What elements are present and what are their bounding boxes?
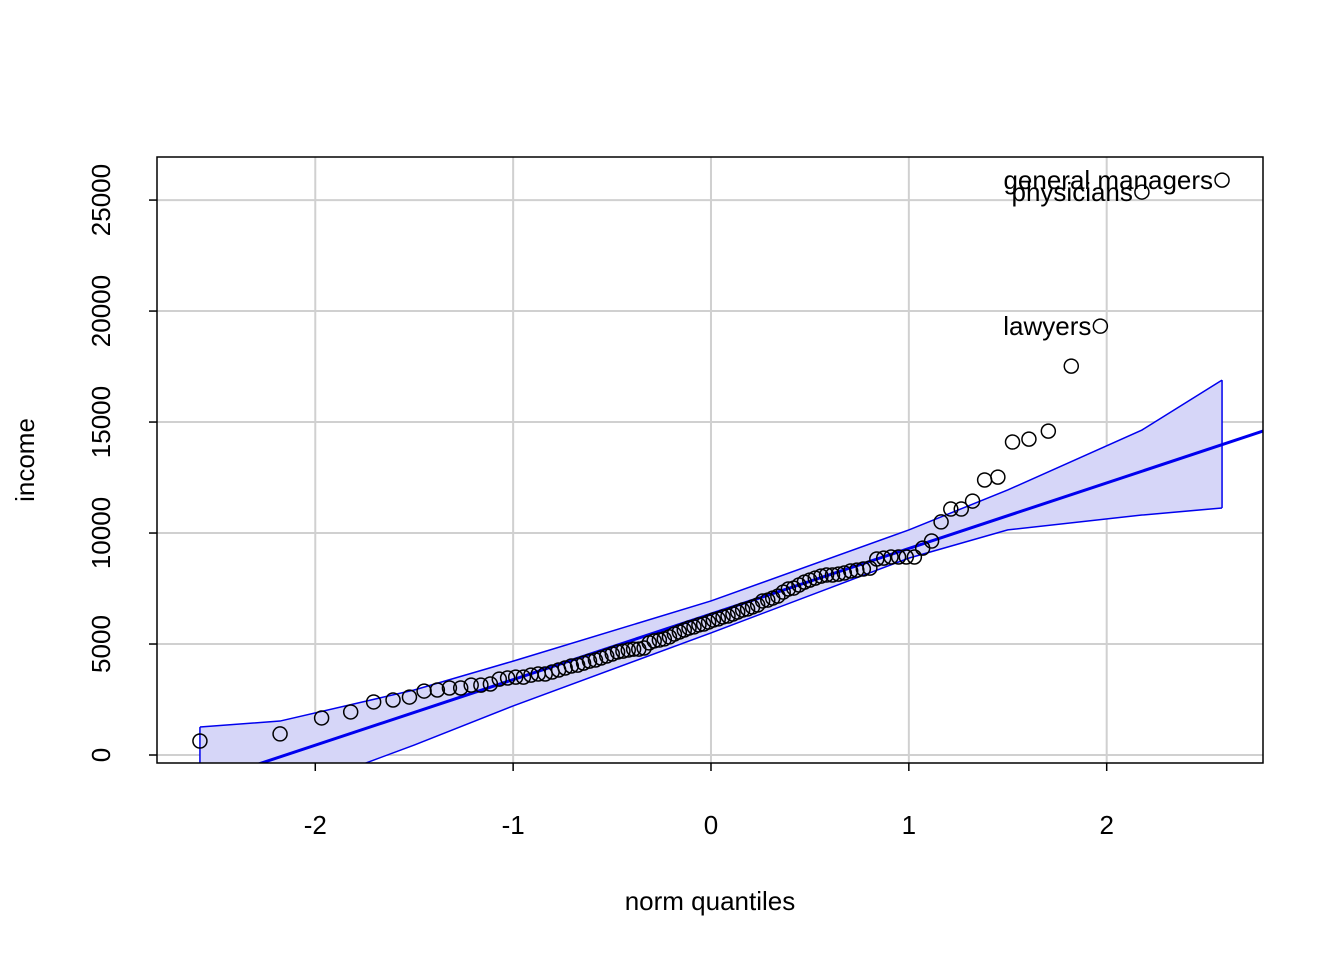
band-lower (363, 507, 1223, 763)
point (452, 680, 469, 696)
point (342, 704, 359, 720)
y-tick-label: 25000 (86, 164, 116, 236)
point (754, 593, 771, 609)
point (855, 561, 872, 577)
point (770, 588, 786, 604)
point (749, 597, 766, 613)
point (923, 533, 940, 549)
x-tick-label: 2 (1099, 810, 1113, 840)
x-tick-label: -1 (502, 810, 525, 840)
point (906, 549, 923, 565)
x-tick-label: 0 (704, 810, 718, 840)
x-axis-label: norm quantiles (625, 886, 796, 916)
point (1040, 423, 1057, 439)
point (515, 669, 532, 685)
point (1063, 358, 1080, 374)
point (581, 653, 598, 669)
y-tick-label: 0 (86, 748, 116, 762)
point (563, 658, 580, 674)
point (824, 567, 841, 583)
point (715, 609, 731, 625)
point (1004, 434, 1021, 450)
point (401, 689, 418, 705)
point (818, 567, 835, 583)
x-tick-label: 1 (902, 810, 916, 840)
point (943, 501, 959, 517)
point (507, 669, 524, 685)
point (990, 469, 1006, 485)
point (780, 581, 797, 597)
point (836, 565, 853, 581)
point (441, 680, 458, 696)
point-label: general managers (1003, 165, 1213, 195)
point (429, 682, 446, 698)
point (964, 493, 981, 509)
y-tick-label: 10000 (86, 497, 116, 569)
point (842, 563, 859, 579)
point (272, 726, 288, 742)
point-label: physicians (1012, 177, 1133, 207)
band-upper (199, 379, 1223, 728)
point (1134, 184, 1150, 200)
confidence-band (199, 380, 1223, 763)
point (890, 549, 907, 565)
point (482, 676, 499, 692)
point (625, 641, 642, 657)
point (192, 733, 208, 749)
point (933, 514, 949, 530)
point (557, 660, 573, 676)
y-tick-label: 5000 (86, 615, 116, 673)
plot-area (157, 157, 1263, 763)
point (385, 692, 401, 708)
point (609, 644, 626, 660)
y-axis-label: income (10, 418, 40, 502)
point (463, 677, 479, 693)
point (813, 568, 829, 584)
point (473, 677, 489, 693)
point (1214, 172, 1230, 188)
point (1021, 431, 1037, 447)
point (830, 566, 847, 582)
point (1092, 318, 1109, 334)
point (575, 655, 592, 671)
y-tick-label: 20000 (86, 275, 116, 347)
plot-frame (156, 156, 1264, 764)
point (499, 670, 516, 686)
point (976, 472, 993, 488)
point (898, 549, 915, 565)
point (883, 549, 899, 565)
point (615, 643, 631, 659)
point (875, 550, 892, 566)
point (313, 710, 330, 726)
point (491, 671, 508, 687)
point-label: lawyers (1003, 311, 1091, 341)
point (953, 501, 970, 517)
point (620, 642, 637, 658)
x-tick-label: -2 (304, 810, 327, 840)
point (646, 633, 662, 649)
y-tick-label: 15000 (86, 386, 116, 458)
point (365, 694, 382, 710)
